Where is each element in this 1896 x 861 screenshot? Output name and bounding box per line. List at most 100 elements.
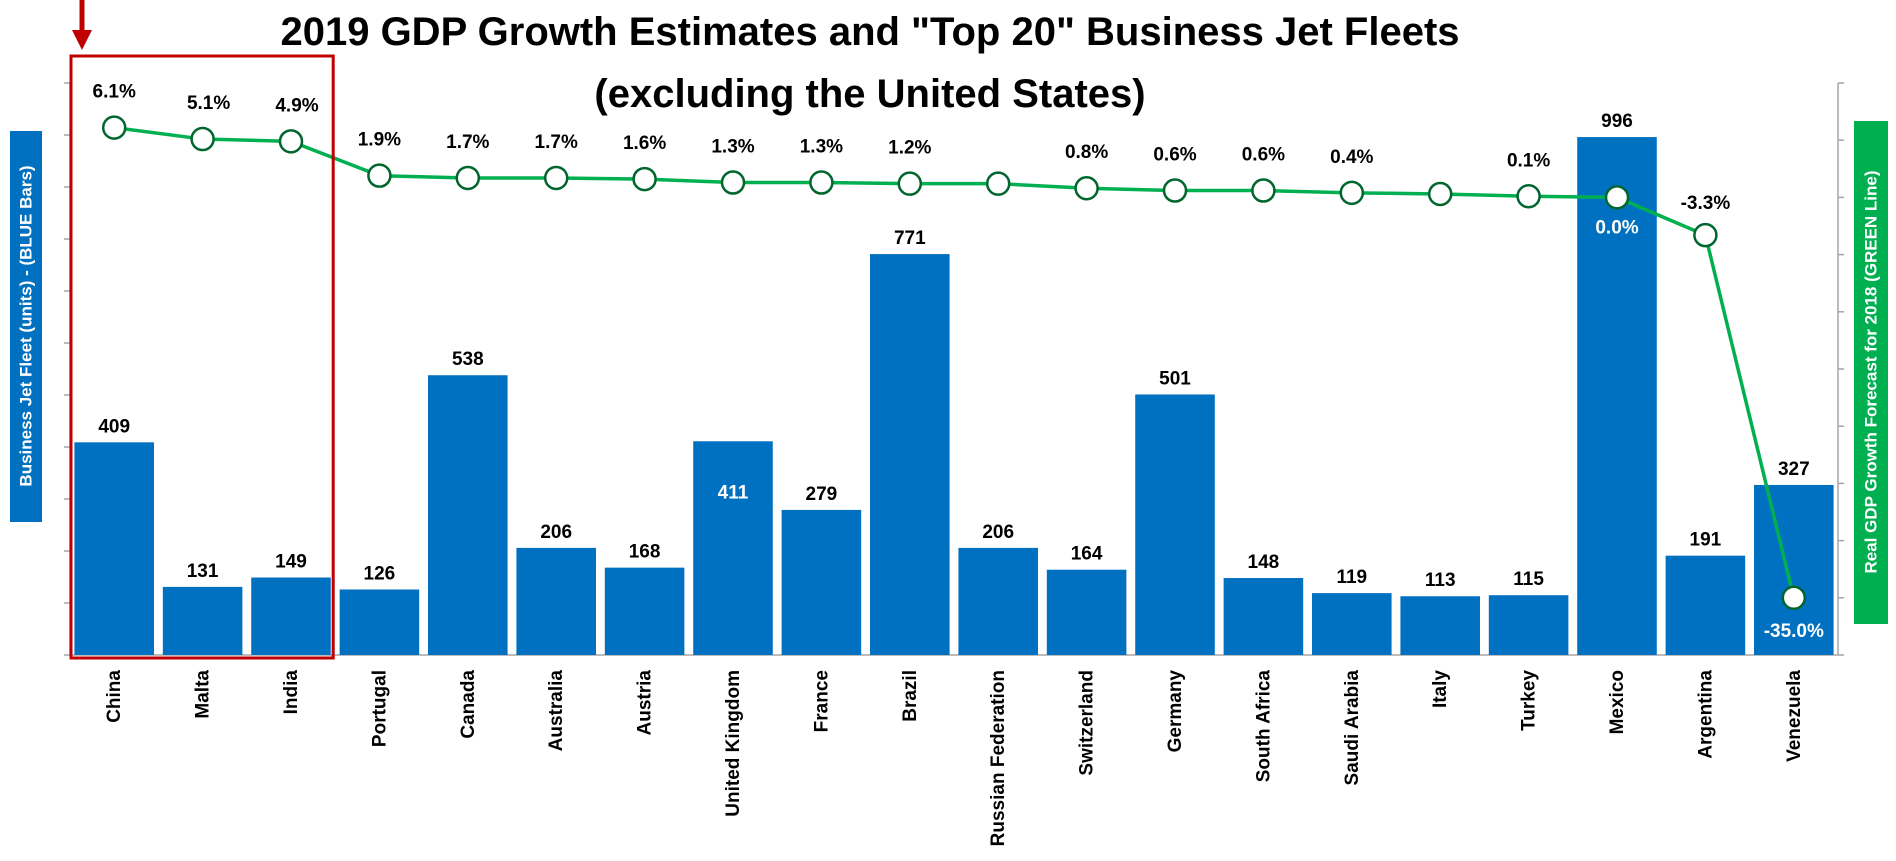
gdp-value-label: 0.4% xyxy=(1330,147,1373,168)
gdp-marker xyxy=(1162,178,1188,203)
bar-value-label: 119 xyxy=(1336,567,1367,588)
gdp-value-label: -35.0% xyxy=(1764,621,1824,642)
category-label: India xyxy=(281,670,302,715)
bar xyxy=(251,577,331,655)
gdp-marker xyxy=(1693,222,1718,248)
bar xyxy=(428,375,508,655)
gdp-marker xyxy=(455,165,481,191)
right-axis-title-box xyxy=(1854,121,1888,624)
gdp-marker xyxy=(1339,180,1365,206)
bar-value-label: 501 xyxy=(1159,368,1191,389)
bar-value-label: 164 xyxy=(1071,544,1103,565)
bar xyxy=(162,586,243,655)
axes xyxy=(64,82,1844,656)
bar xyxy=(1754,484,1834,655)
bar-value-label: 148 xyxy=(1248,552,1280,573)
bar xyxy=(693,441,773,655)
gdp-value-label: 6.1% xyxy=(93,82,136,103)
bar-labels: 409 131 149 126 538 206 168 411 279 771 206 164 501 1… xyxy=(98,111,1809,591)
bar xyxy=(1312,593,1392,655)
bar-value-label: 168 xyxy=(629,542,661,563)
gdp-marker xyxy=(1781,585,1807,611)
gdp-line-path xyxy=(113,125,1796,599)
bar-value-label: 327 xyxy=(1778,459,1810,480)
bar xyxy=(1223,578,1304,655)
gdp-marker xyxy=(1604,185,1630,210)
category-label: Turkey xyxy=(1519,670,1540,731)
gdp-value-label: 1.3% xyxy=(800,137,843,158)
bars xyxy=(74,137,1834,655)
bar xyxy=(604,567,685,655)
gdp-value-label: 0.6% xyxy=(1242,145,1285,166)
gdp-value-label: -3.3% xyxy=(1681,193,1731,214)
category-label: Saudi Arabia xyxy=(1342,670,1363,786)
bar-value-label: 206 xyxy=(540,522,572,543)
category-label: Australia xyxy=(546,670,567,752)
bar xyxy=(1135,394,1215,655)
gdp-value-label: 0.6% xyxy=(1153,145,1196,166)
category-label: Canada xyxy=(458,670,479,739)
gdp-line xyxy=(101,115,1807,611)
left-axis-title: Business Jet Fleet (units) - (BLUE Bars) xyxy=(10,131,42,522)
gdp-value-label: 1.3% xyxy=(711,137,754,158)
left-axis-title-text: Business Jet Fleet (units) - (BLUE Bars) xyxy=(17,165,36,486)
bar-value-label: 771 xyxy=(894,228,926,249)
bar-value-label: 113 xyxy=(1425,570,1456,591)
bar-value-label: 131 xyxy=(187,561,219,582)
bar-value-label: 149 xyxy=(275,552,307,573)
category-label: China xyxy=(104,670,125,723)
gdp-labels: 6.1% 5.1% 4.9% 1.9% 1.7% 1.7% 1.6% 1.3% 1.3% 1.2%… xyxy=(93,82,1824,642)
gdp-marker xyxy=(985,171,1011,196)
gdp-marker xyxy=(543,165,569,191)
gdp-marker xyxy=(809,170,834,195)
gdp-value-label: 1.9% xyxy=(358,130,401,151)
gdp-marker xyxy=(1427,181,1453,207)
gdp-value-label: 1.7% xyxy=(446,132,489,153)
bar xyxy=(1046,569,1127,655)
category-label: Brazil xyxy=(900,670,921,722)
bar-value-label: 411 xyxy=(718,482,749,503)
highlight-box xyxy=(69,54,335,660)
gdp-value-label: 5.1% xyxy=(187,93,230,114)
highlight xyxy=(69,0,335,660)
bar-value-label: 126 xyxy=(364,563,396,584)
category-label: Austria xyxy=(635,670,656,736)
gdp-marker xyxy=(190,126,215,152)
category-labels: China Malta India Portugal Canada Australia Au… xyxy=(104,670,1805,847)
gdp-marker xyxy=(367,163,392,188)
category-label: United Kingdom xyxy=(723,670,744,817)
category-label: Mexico xyxy=(1607,670,1628,734)
bar xyxy=(958,547,1038,655)
category-label: Russian Federation xyxy=(988,670,1009,846)
bar-value-label: 538 xyxy=(452,349,484,370)
right-axis-title: Real GDP Growth Forecast for 2018 (GREEN… xyxy=(1854,121,1888,624)
gdp-value-label: 1.6% xyxy=(623,133,666,154)
category-label: Germany xyxy=(1165,670,1186,753)
gdp-marker xyxy=(278,129,304,154)
chart-subtitle: (excluding the United States) xyxy=(594,72,1145,116)
bar-value-label: 996 xyxy=(1601,111,1633,132)
gdp-value-label: 0.0% xyxy=(1595,217,1638,238)
category-label: South Africa xyxy=(1253,670,1274,783)
category-label: Italy xyxy=(1430,670,1451,708)
bar-value-label: 279 xyxy=(806,484,838,505)
gdp-value-label: 1.2% xyxy=(888,138,931,159)
gdp-marker xyxy=(897,171,923,196)
arrow-head xyxy=(72,30,92,50)
bar-value-label: 115 xyxy=(1513,569,1544,590)
bar xyxy=(781,509,862,655)
gdp-marker xyxy=(1516,184,1541,209)
bar-value-label: 409 xyxy=(98,416,130,437)
bar-value-label: 191 xyxy=(1690,530,1722,551)
bar xyxy=(516,547,596,655)
gdp-value-label: 0.1% xyxy=(1507,150,1550,171)
gdp-marker xyxy=(1251,178,1276,203)
gdp-value-label: 0.8% xyxy=(1065,142,1108,163)
category-label: Portugal xyxy=(369,670,390,747)
gdp-marker xyxy=(1074,175,1099,201)
gdp-marker xyxy=(101,115,127,140)
gdp-marker xyxy=(632,166,657,192)
gdp-marker xyxy=(720,170,746,195)
bar xyxy=(1577,137,1657,655)
bar xyxy=(339,589,420,655)
